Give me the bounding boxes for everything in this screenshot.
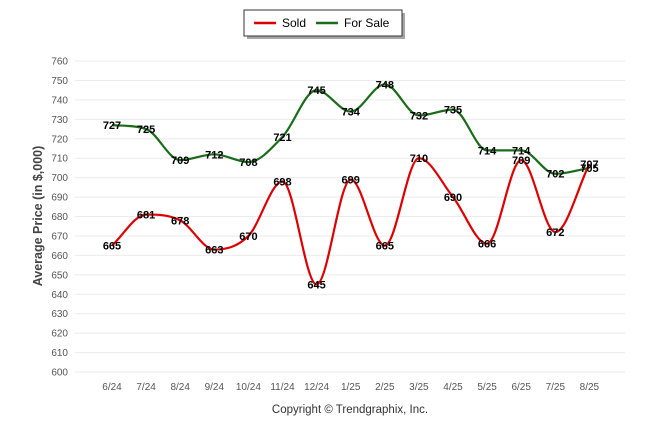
forsale-data-label: 709 [171,155,189,167]
forsale-data-label: 708 [239,157,257,169]
x-tick-label: 1/25 [341,382,361,393]
sold-data-label: 681 [137,210,155,222]
y-tick-label: 730 [51,115,68,126]
legend[interactable]: Sold For Sale [243,9,405,39]
y-axis-label: Average Price (in $,000) [31,146,45,287]
y-tick-label: 670 [51,231,68,242]
forsale-data-label: 714 [478,145,497,157]
y-tick-label: 620 [51,329,68,340]
x-tick-label: 5/25 [477,382,497,393]
y-axis-ticks: 600 610 620 630 640 650 660 670 680 690 700 710 720 7… [51,57,68,379]
copyright-footer: Copyright © Trendgraphix, Inc. [272,404,428,416]
y-tick-label: 740 [51,95,68,106]
forsale-data-label: 748 [376,79,394,91]
x-tick-label: 7/24 [136,382,156,393]
x-tick-label: 2/25 [375,382,395,393]
sold-data-label: 709 [512,155,530,167]
y-tick-label: 700 [51,173,68,184]
sold-data-label: 690 [444,192,462,204]
sold-data-label: 645 [307,280,325,292]
y-tick-label: 720 [51,134,68,145]
legend-forsale-label: For Sale [344,16,390,30]
sold-data-label: 698 [273,177,291,189]
forsale-data-label: 712 [205,149,223,161]
forsale-data-label: 732 [410,110,428,122]
x-tick-label: 6/24 [102,382,122,393]
x-tick-label: 7/25 [546,382,566,393]
y-tick-label: 660 [51,251,68,262]
forsale-data-label: 721 [273,132,291,144]
sold-data-label: 707 [580,159,598,171]
forsale-data-label: 714 [512,145,531,157]
x-tick-label: 11/24 [270,382,295,393]
x-tick-label: 9/24 [205,382,225,393]
sold-data-label: 672 [546,227,564,239]
sold-data-label: 710 [410,153,428,165]
y-tick-label: 710 [51,154,68,165]
forsale-series-line [111,83,590,175]
forsale-data-label: 702 [546,169,564,181]
sold-data-label: 666 [478,239,496,251]
y-tick-label: 630 [51,309,68,320]
legend-sold-label: Sold [282,16,306,30]
sold-data-label: 670 [239,231,257,243]
sold-series-line [111,157,591,286]
x-tick-label: 4/25 [443,382,463,393]
y-tick-label: 750 [51,76,68,87]
x-tick-label: 3/25 [409,382,429,393]
forsale-data-label: 725 [137,124,155,136]
forsale-data-label: 735 [444,105,462,117]
x-tick-label: 8/25 [580,382,600,393]
y-tick-label: 690 [51,193,68,204]
sold-data-label: 665 [376,241,394,253]
x-tick-label: 8/24 [170,382,190,393]
forsale-data-label: 745 [307,85,325,97]
sold-data-label: 678 [171,215,189,227]
x-axis-ticks: 6/24 7/24 8/24 9/24 10/24 11/24 12/24 1/25 2/25 3… [102,382,599,393]
forsale-data-label: 727 [103,120,121,132]
y-tick-label: 610 [51,348,68,359]
series-lines [111,83,591,286]
x-tick-label: 10/24 [236,382,261,393]
y-tick-label: 650 [51,270,68,281]
forsale-data-label: 705 [580,163,598,175]
forsale-data-label: 734 [342,107,361,119]
sold-data-label: 665 [103,241,121,253]
x-tick-label: 6/25 [511,382,531,393]
y-tick-label: 760 [51,57,68,68]
y-tick-label: 640 [51,290,68,301]
sold-data-label: 663 [205,245,223,257]
x-tick-label: 12/24 [304,382,329,393]
y-tick-label: 600 [51,368,68,379]
sold-data-label: 699 [342,175,360,187]
grid-lines [75,60,625,373]
y-tick-label: 680 [51,212,68,223]
